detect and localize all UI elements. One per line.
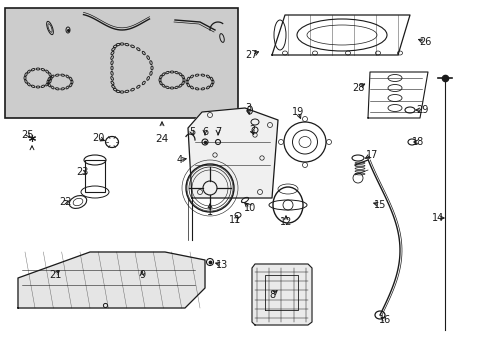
Text: 19: 19: [291, 107, 304, 117]
Polygon shape: [18, 252, 204, 308]
Polygon shape: [251, 264, 311, 325]
Text: 10: 10: [244, 203, 256, 213]
Text: 5: 5: [188, 127, 195, 137]
Text: 23: 23: [76, 167, 88, 177]
Text: 1: 1: [206, 207, 213, 217]
Text: 25: 25: [21, 130, 34, 140]
Bar: [5, 8, 238, 118]
Text: 20: 20: [92, 133, 104, 143]
Text: 21: 21: [49, 270, 61, 280]
Text: 8: 8: [268, 290, 274, 300]
Text: 27: 27: [245, 50, 258, 60]
Polygon shape: [187, 108, 278, 198]
Text: 9: 9: [139, 270, 145, 280]
Text: 18: 18: [411, 137, 423, 147]
Text: 15: 15: [373, 200, 386, 210]
Text: 6: 6: [202, 127, 207, 137]
Text: 7: 7: [214, 127, 221, 137]
Text: 16: 16: [378, 315, 390, 325]
Text: 2: 2: [248, 125, 255, 135]
Text: 14: 14: [431, 213, 443, 223]
Text: 28: 28: [351, 83, 364, 93]
Text: 3: 3: [244, 103, 250, 113]
Text: 26: 26: [418, 37, 430, 47]
Text: 24: 24: [155, 134, 168, 144]
Bar: [85, 160, 105, 192]
Text: 4: 4: [177, 155, 183, 165]
Text: 17: 17: [365, 150, 377, 160]
Text: 29: 29: [415, 105, 427, 115]
Text: 13: 13: [215, 260, 228, 270]
Text: 11: 11: [228, 215, 241, 225]
Text: 12: 12: [279, 217, 292, 227]
Text: 22: 22: [59, 197, 71, 207]
